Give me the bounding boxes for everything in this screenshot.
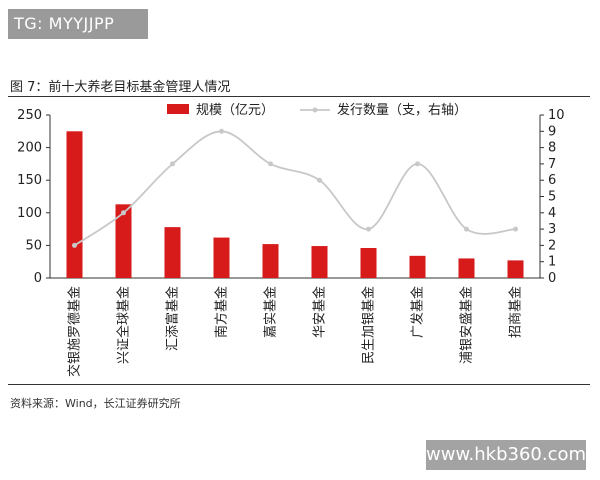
line-path <box>74 130 516 247</box>
right-axis-tick-label: 6 <box>548 173 556 188</box>
bar <box>66 131 83 278</box>
top-rule <box>8 96 590 97</box>
right-axis-tick-label: 7 <box>548 157 556 172</box>
right-axis-tick-label: 0 <box>548 271 556 286</box>
left-axis-tick-label: 200 <box>17 141 42 156</box>
bottom-rule <box>8 384 590 385</box>
right-axis-tick-label: 2 <box>548 238 556 253</box>
legend-bar-label: 规模（亿元） <box>196 103 274 118</box>
bar <box>115 204 132 278</box>
watermark: www.hkb360.com <box>426 440 586 470</box>
right-axis-tick-label: 1 <box>548 255 556 270</box>
x-axis-label: 招商基金 <box>508 286 524 338</box>
line-point <box>366 226 371 232</box>
right-axis-tick-label: 4 <box>548 206 556 221</box>
bar <box>458 258 475 278</box>
bar-series <box>66 131 524 278</box>
bar <box>213 237 230 278</box>
x-axis-label: 嘉实基金 <box>263 286 279 338</box>
x-axis-label: 广发基金 <box>410 286 426 338</box>
left-axis-tick-label: 50 <box>25 238 42 253</box>
legend-bar-swatch <box>167 104 189 114</box>
bar <box>311 246 328 278</box>
bar <box>507 260 524 278</box>
right-axis-tick-label: 9 <box>548 124 556 139</box>
line-point <box>317 177 322 183</box>
figure-title: 图 7：前十大养老目标基金管理人情况 <box>10 80 231 95</box>
line-series <box>72 128 518 248</box>
right-axis-tick-label: 3 <box>548 222 556 237</box>
right-axis-tick-label: 8 <box>548 141 556 156</box>
x-axis-label: 浦银安盛基金 <box>459 286 475 364</box>
line-point <box>415 161 420 167</box>
bar <box>360 248 377 278</box>
tg-badge: TG: MYYJJPP <box>8 9 148 39</box>
legend-line-marker <box>312 107 318 113</box>
left-axis: 0 50 100 150 200 250 <box>17 108 540 286</box>
line-point <box>219 128 224 134</box>
x-axis-label: 兴证全球基金 <box>116 286 132 364</box>
x-axis-label: 交银施罗德基金 <box>67 286 83 377</box>
legend-line-label: 发行数量（支，右轴） <box>337 102 467 118</box>
source-note: 资料来源：Wind，长江证券研究所 <box>10 397 181 410</box>
x-axis-label: 汇添富基金 <box>165 286 181 351</box>
line-point <box>170 161 175 167</box>
left-axis-tick-label: 0 <box>34 271 42 286</box>
left-axis-tick-label: 100 <box>17 206 42 221</box>
bar <box>164 227 181 278</box>
x-axis-label: 民生加银基金 <box>361 286 377 364</box>
right-axis-tick-label: 10 <box>548 108 565 123</box>
bar <box>409 255 426 278</box>
x-axis-label: 华安基金 <box>312 286 328 338</box>
left-axis-tick-label: 150 <box>17 173 42 188</box>
line-point <box>268 161 273 167</box>
legend: 规模（亿元） 发行数量（支，右轴） <box>167 102 467 118</box>
line-point <box>513 226 518 232</box>
line-point <box>72 242 77 248</box>
x-axis-label: 南方基金 <box>214 286 230 338</box>
bar <box>262 244 279 278</box>
line-point <box>464 226 469 232</box>
left-axis-tick-label: 250 <box>17 108 42 123</box>
line-point <box>121 210 126 216</box>
right-axis-tick-label: 5 <box>548 190 556 205</box>
x-axis-labels: 交银施罗德基金 兴证全球基金 汇添富基金 南方基金 嘉实基金 华安基金 民生加银基金 广发基金… <box>67 286 524 377</box>
